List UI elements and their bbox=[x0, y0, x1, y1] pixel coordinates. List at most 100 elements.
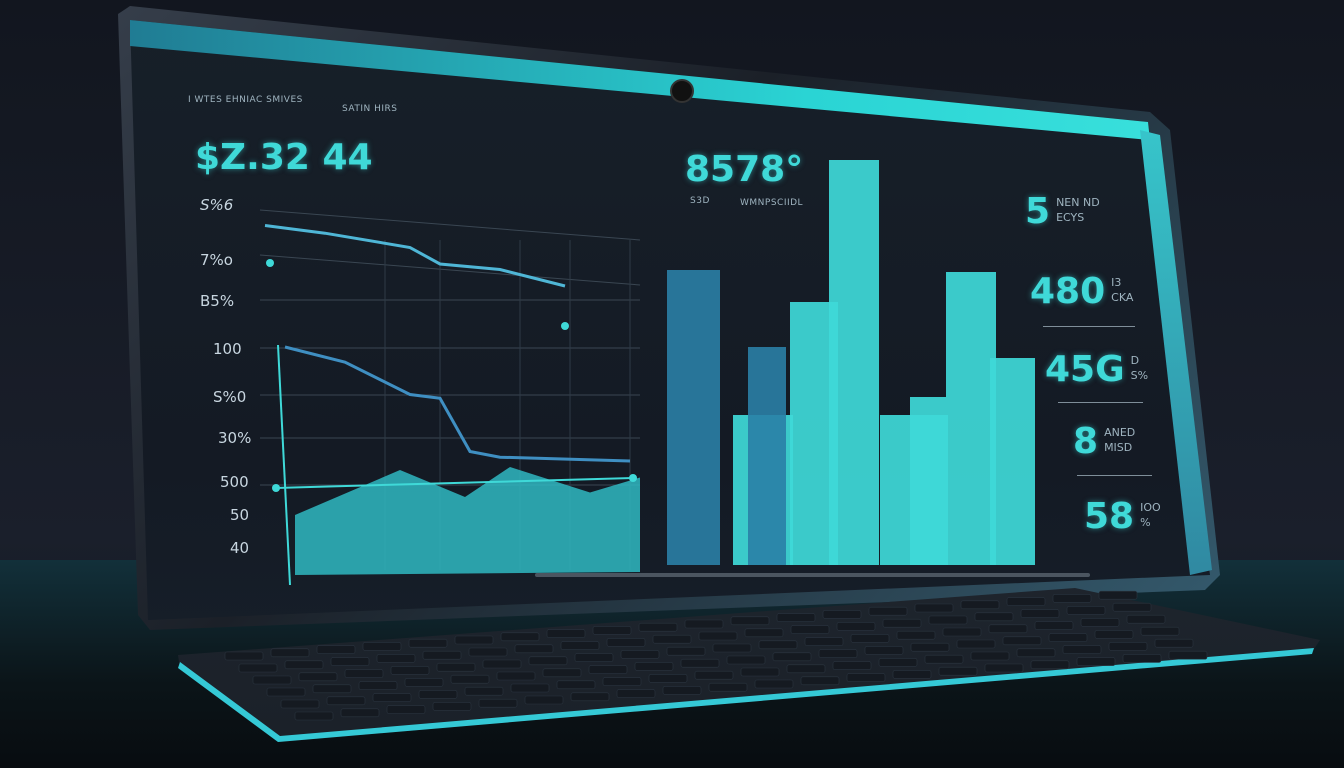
keyboard-key bbox=[330, 657, 370, 666]
keyboard-key bbox=[1062, 645, 1102, 654]
keyboard-key bbox=[822, 610, 862, 619]
center-sub-right: WMNPSCIIDL bbox=[740, 198, 804, 208]
webcam-icon bbox=[670, 79, 694, 103]
keyboard-key bbox=[652, 634, 692, 644]
keyboard-key bbox=[846, 673, 886, 682]
screen-hinge bbox=[535, 573, 1090, 577]
keyboard-key bbox=[960, 600, 1000, 610]
keyboard-key bbox=[648, 674, 688, 683]
keyboard-key bbox=[1076, 657, 1116, 666]
keyboard-key bbox=[850, 634, 890, 643]
keyboard-key bbox=[1140, 626, 1180, 636]
keyboard-key bbox=[1168, 650, 1208, 660]
line-series bbox=[264, 224, 566, 288]
bar bbox=[748, 347, 786, 565]
keyboard-key bbox=[592, 626, 632, 635]
keyboard-key bbox=[528, 656, 568, 666]
keyboard-key bbox=[602, 677, 642, 686]
keyboard-key bbox=[1020, 609, 1060, 618]
keyboard-key bbox=[464, 686, 504, 696]
divider bbox=[1043, 326, 1135, 327]
y-axis-label: 50 bbox=[230, 506, 250, 524]
keyboard-key bbox=[376, 654, 416, 663]
keyboard-key bbox=[436, 662, 476, 672]
keyboard-key bbox=[882, 618, 922, 628]
keyboard-key bbox=[1122, 654, 1162, 663]
keyboard-key bbox=[634, 662, 674, 671]
keyboard-key bbox=[988, 624, 1028, 634]
keyboard-key bbox=[556, 680, 596, 690]
keyboard-key bbox=[450, 674, 490, 684]
stat-card: 8 ANED MISD bbox=[1073, 422, 1135, 462]
keyboard-key bbox=[390, 666, 430, 675]
keyboard-key bbox=[800, 676, 840, 686]
bar bbox=[829, 160, 879, 565]
keyboard-key bbox=[1154, 638, 1194, 648]
stat-labels: ANED MISD bbox=[1104, 422, 1135, 454]
keyboard-key bbox=[662, 686, 702, 695]
keyboard-key bbox=[1016, 648, 1056, 658]
stat-labels: NEN ND ECYS bbox=[1056, 192, 1100, 224]
keyboard-key bbox=[340, 708, 380, 718]
stat-label: I3 bbox=[1111, 276, 1122, 289]
stat-labels: D S% bbox=[1131, 350, 1148, 382]
y-axis-line bbox=[277, 344, 291, 586]
keyboard-key bbox=[312, 684, 352, 694]
keyboard-key bbox=[542, 668, 582, 678]
keyboard-key bbox=[680, 658, 720, 668]
keyboard-key bbox=[316, 645, 356, 654]
stat-labels: I3 CKA bbox=[1111, 272, 1133, 304]
keyboard-key bbox=[694, 670, 734, 680]
stat-label: ANED bbox=[1104, 426, 1136, 439]
keyboard-key bbox=[974, 612, 1014, 622]
bar bbox=[990, 358, 1035, 565]
keyboard-key bbox=[984, 663, 1024, 673]
divider bbox=[1077, 475, 1152, 476]
data-point bbox=[561, 322, 569, 330]
keyboard-key bbox=[574, 653, 614, 662]
keyboard-key bbox=[482, 659, 522, 669]
keyboard-key bbox=[864, 646, 904, 655]
keyboard-key bbox=[684, 619, 724, 629]
stat-value: 8 bbox=[1073, 421, 1099, 462]
keyboard-key bbox=[418, 690, 458, 699]
keyboard-key bbox=[496, 671, 536, 681]
keyboard-key bbox=[546, 629, 586, 638]
keyboard-key bbox=[606, 638, 646, 647]
keyboard-key bbox=[560, 641, 600, 650]
data-point bbox=[266, 259, 274, 267]
keyboard-key bbox=[326, 696, 366, 706]
keyboard-key bbox=[924, 654, 964, 664]
keyboard-key bbox=[1002, 636, 1042, 646]
keyboard-key bbox=[712, 643, 752, 653]
line-series bbox=[284, 345, 631, 463]
keyboard-key bbox=[1098, 590, 1138, 600]
keyboard-key bbox=[1034, 621, 1074, 630]
keyboard-key bbox=[804, 637, 844, 646]
data-point bbox=[272, 484, 280, 492]
stat-card: 58 IOO % bbox=[1084, 497, 1161, 537]
keyboard-key bbox=[468, 647, 508, 657]
keyboard-key bbox=[790, 625, 830, 634]
keyboard-key bbox=[432, 702, 472, 711]
keyboard-key bbox=[616, 689, 656, 698]
keyboard-key bbox=[280, 699, 320, 709]
center-sub-left: S3D bbox=[690, 196, 710, 206]
keyboard-key bbox=[510, 683, 550, 693]
keyboard-key bbox=[298, 672, 338, 682]
keyboard-key bbox=[726, 655, 766, 665]
keyboard-key bbox=[408, 638, 448, 648]
y-axis-label: 500 bbox=[220, 473, 249, 491]
y-axis-label: 40 bbox=[230, 539, 250, 557]
keyboard-key bbox=[818, 649, 858, 658]
keyboard-key bbox=[588, 665, 628, 674]
keyboard-key bbox=[708, 682, 748, 692]
keyboard-key bbox=[294, 711, 334, 721]
keyboard-key bbox=[638, 622, 678, 632]
stat-label: S% bbox=[1130, 369, 1149, 382]
stat-card: 480 I3 CKA bbox=[1030, 272, 1133, 312]
y-axis-label: S%0 bbox=[213, 388, 247, 406]
keyboard-key bbox=[970, 651, 1010, 661]
data-point bbox=[629, 474, 637, 482]
